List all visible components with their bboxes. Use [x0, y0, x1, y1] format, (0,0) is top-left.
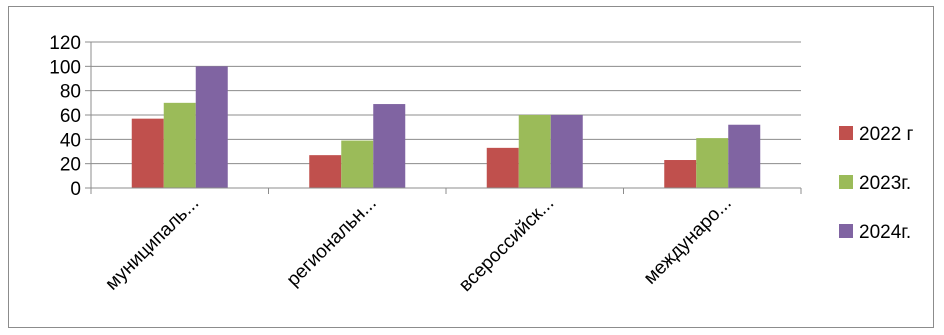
- y-tick-label: 60: [60, 106, 81, 127]
- x-category-label: муниципаль...: [101, 193, 203, 295]
- bar-3-1: [195, 66, 228, 188]
- legend-label-3: 2024г.: [859, 222, 911, 243]
- x-category-label: всероссийск...: [455, 193, 558, 296]
- bar-1-2: [309, 155, 342, 188]
- bar-3-2: [373, 104, 406, 188]
- y-tick-label: 100: [49, 57, 81, 78]
- bar-2-4: [696, 138, 729, 188]
- legend-swatch-1: [839, 126, 853, 140]
- y-tick-label: 20: [60, 155, 81, 176]
- y-tick-label: 80: [60, 82, 81, 103]
- bar-1-1: [131, 118, 164, 188]
- bar-2-2: [341, 140, 374, 188]
- bar-chart: 0 20 40 60 80 100 120 муниципаль... региональн..…: [49, 33, 914, 296]
- bar-3-3: [550, 115, 583, 188]
- legend-label-1: 2022 г: [859, 124, 914, 145]
- bar-1-3: [486, 147, 519, 188]
- bar-2-1: [163, 102, 196, 188]
- x-category-label: региональн...: [283, 193, 381, 291]
- legend-swatch-2: [839, 175, 853, 189]
- bar-3-4: [728, 124, 761, 188]
- y-tick-label: 40: [60, 130, 81, 151]
- chart-area: 0 20 40 60 80 100 120 муниципаль... региональн..…: [8, 6, 934, 328]
- legend-label-2: 2023г.: [859, 173, 911, 194]
- x-category-label: междунаро...: [640, 193, 736, 289]
- bar-1-4: [664, 160, 697, 188]
- bar-2-3: [518, 115, 551, 188]
- y-tick-label: 0: [70, 179, 81, 200]
- legend-swatch-3: [839, 224, 853, 238]
- y-tick-label: 120: [49, 33, 81, 54]
